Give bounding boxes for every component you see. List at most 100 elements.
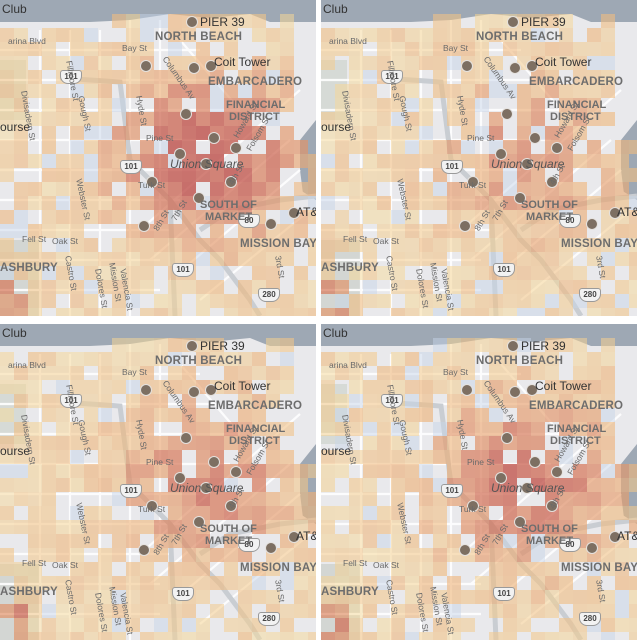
map-panel-4[interactable]: 101 101 101 280 80 Club arina Blvd PIER 39 NORTH… (321, 324, 637, 640)
map-poi-icon[interactable] (546, 500, 558, 512)
map-poi-icon[interactable] (501, 432, 513, 444)
map-poi-icon[interactable] (509, 386, 521, 398)
street-label-marina: arina Blvd (329, 360, 367, 370)
map-poi-icon[interactable] (521, 482, 533, 494)
map-poi-icon[interactable] (193, 516, 205, 528)
highway-shield-icon: 101 (441, 484, 463, 498)
highway-shield-icon: 101 (381, 70, 403, 84)
map-poi-icon[interactable] (609, 207, 621, 219)
street-label-pine: Pine St (146, 133, 174, 143)
area-label-south-of: SOUTH OF (521, 199, 578, 211)
map-panel-2[interactable]: 101 101 101 280 80 Club arina Blvd PIER 39 NORTH… (321, 0, 637, 316)
map-poi-icon[interactable] (225, 176, 237, 188)
map-poi-icon[interactable] (521, 158, 533, 170)
street-label-marina: arina Blvd (8, 36, 46, 46)
map-poi-icon[interactable] (526, 60, 538, 72)
map-poi-icon[interactable] (526, 384, 538, 396)
map-poi-icon[interactable] (200, 158, 212, 170)
map-poi-icon[interactable] (546, 176, 558, 188)
map-label-course: ourse (321, 120, 352, 134)
map-poi-icon[interactable] (174, 148, 186, 160)
map-poi-icon[interactable] (230, 466, 242, 478)
map-poi-icon[interactable] (138, 220, 150, 232)
map-poi-icon[interactable] (461, 384, 473, 396)
map-poi-icon[interactable] (140, 60, 152, 72)
map-poi-icon[interactable] (146, 176, 158, 188)
map-poi-icon[interactable] (461, 60, 473, 72)
map-label-club: Club (2, 326, 27, 340)
map-poi-icon[interactable] (467, 176, 479, 188)
map-poi-icon[interactable] (193, 192, 205, 204)
street-label-pine: Pine St (146, 457, 174, 467)
map-poi-icon[interactable] (551, 142, 563, 154)
map-panel-1[interactable]: 101 101 101 280 80 Club arina Blvd PIER 39 NORTH… (0, 0, 316, 316)
map-poi-icon[interactable] (225, 500, 237, 512)
map-poi-icon[interactable] (188, 386, 200, 398)
map-poi-icon[interactable] (230, 142, 242, 154)
highway-shield-icon: 101 (120, 484, 142, 498)
highway-shield-icon: 80 (238, 538, 260, 552)
poi-label-coit-tower: Coit Tower (535, 55, 592, 69)
map-poi-icon[interactable] (188, 62, 200, 74)
map-poi-icon[interactable] (205, 60, 217, 72)
area-label-district: DISTRICT (229, 435, 280, 447)
area-label-market: MARKET (526, 535, 574, 547)
map-poi-icon[interactable] (529, 132, 541, 144)
poi-label-pier39: PIER 39 (521, 15, 566, 29)
highway-shield-icon: 80 (559, 538, 581, 552)
map-poi-icon[interactable] (208, 132, 220, 144)
map-poi-icon[interactable] (288, 207, 300, 219)
map-poi-icon[interactable] (514, 192, 526, 204)
highway-shield-icon: 80 (238, 214, 260, 228)
highway-shield-icon: 101 (172, 587, 194, 601)
poi-label-pier39: PIER 39 (200, 339, 245, 353)
street-label-oak: Oak St (52, 236, 78, 246)
map-poi-icon[interactable] (609, 531, 621, 543)
map-poi-icon[interactable] (205, 384, 217, 396)
map-poi-icon[interactable] (459, 544, 471, 556)
street-label-bay: Bay St (443, 43, 469, 53)
map-poi-icon[interactable] (138, 544, 150, 556)
map-poi-icon[interactable] (459, 220, 471, 232)
poi-label-pier39: PIER 39 (200, 15, 245, 29)
map-poi-icon[interactable] (186, 340, 198, 352)
street-label-fell: Fell St (22, 558, 47, 568)
map-poi-icon[interactable] (586, 218, 598, 230)
highway-shield-icon: 280 (258, 288, 280, 302)
map-poi-icon[interactable] (495, 148, 507, 160)
highway-shield-icon: 280 (579, 612, 601, 626)
street-label-bay: Bay St (122, 367, 148, 377)
highway-shield-icon: 101 (172, 263, 194, 277)
street-label-fell: Fell St (343, 234, 368, 244)
map-poi-icon[interactable] (174, 472, 186, 484)
map-poi-icon[interactable] (186, 16, 198, 28)
map-poi-icon[interactable] (146, 500, 158, 512)
map-poi-icon[interactable] (507, 340, 519, 352)
map-poi-icon[interactable] (180, 432, 192, 444)
map-poi-icon[interactable] (208, 456, 220, 468)
map-poi-icon[interactable] (529, 456, 541, 468)
map-poi-icon[interactable] (509, 62, 521, 74)
area-label-union-square: Union Square (491, 157, 565, 171)
street-label-oak: Oak St (373, 560, 399, 570)
map-poi-icon[interactable] (551, 466, 563, 478)
street-label-marina: arina Blvd (8, 360, 46, 370)
map-poi-icon[interactable] (180, 108, 192, 120)
map-poi-icon[interactable] (586, 542, 598, 554)
map-poi-icon[interactable] (514, 516, 526, 528)
map-panel-3[interactable]: 101 101 101 280 80 Club arina Blvd PIER 39 NORTH… (0, 324, 316, 640)
area-label-south-of: SOUTH OF (200, 523, 257, 535)
map-poi-icon[interactable] (265, 542, 277, 554)
map-poi-icon[interactable] (265, 218, 277, 230)
map-poi-icon[interactable] (200, 482, 212, 494)
map-poi-icon[interactable] (467, 500, 479, 512)
map-poi-icon[interactable] (495, 472, 507, 484)
map-label-club: Club (323, 326, 348, 340)
highway-shield-icon: 280 (258, 612, 280, 626)
map-poi-icon[interactable] (140, 384, 152, 396)
street-label-turk: Turk St (459, 504, 487, 514)
highway-shield-icon: 101 (441, 160, 463, 174)
map-poi-icon[interactable] (507, 16, 519, 28)
map-poi-icon[interactable] (288, 531, 300, 543)
map-poi-icon[interactable] (501, 108, 513, 120)
